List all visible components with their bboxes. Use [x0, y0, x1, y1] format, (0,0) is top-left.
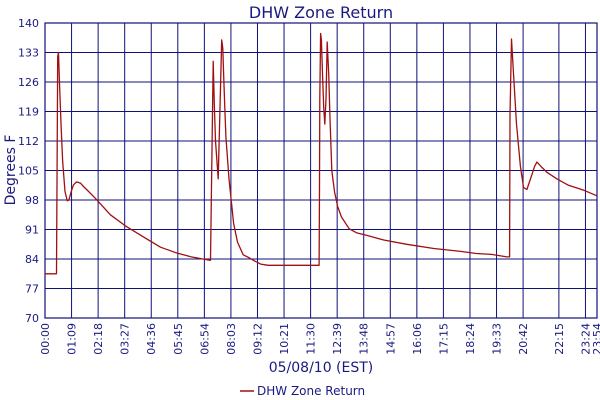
chart-title: DHW Zone Return	[249, 3, 393, 22]
x-tick-label: 18:24	[464, 323, 477, 355]
y-tick-label: 84	[25, 253, 39, 266]
x-axis-label: 05/08/10 (EST)	[269, 360, 374, 376]
x-tick-label: 08:03	[225, 323, 238, 355]
grid-lines	[44, 22, 598, 319]
y-tick-label: 98	[25, 194, 39, 207]
x-tick-label: 12:39	[331, 323, 344, 355]
y-tick-label: 133	[18, 47, 39, 60]
x-tick-label: 02:18	[92, 323, 105, 355]
y-tick-label: 126	[18, 76, 39, 89]
x-tick-label: 01:09	[66, 323, 79, 355]
x-tick-label: 10:21	[278, 323, 291, 355]
y-tick-label: 140	[18, 17, 39, 30]
x-tick-label: 04:36	[145, 323, 158, 355]
y-tick-label: 70	[25, 312, 39, 325]
x-tick-label: 06:54	[198, 323, 211, 355]
series-line-dhw-zone-return	[45, 32, 598, 275]
y-tick-label: 91	[25, 224, 39, 237]
x-tick-label: 05:45	[172, 323, 185, 355]
x-tick-label: 20:42	[517, 323, 530, 355]
x-tick-label: 23:54	[591, 323, 600, 355]
x-tick-label: 09:12	[251, 323, 264, 355]
x-tick-label: 11:30	[305, 323, 318, 355]
y-tick-label: 105	[18, 165, 39, 178]
x-tick-label: 14:57	[384, 323, 397, 355]
y-tick-label: 77	[25, 283, 39, 296]
y-tick-label: 119	[18, 106, 39, 119]
legend: DHW Zone Return	[240, 384, 365, 398]
x-tick-label: 17:15	[437, 323, 450, 355]
y-axis-label: Degrees F	[3, 135, 19, 206]
x-tick-label: 22:15	[553, 323, 566, 355]
x-tick-label: 16:06	[411, 323, 424, 355]
legend-label: DHW Zone Return	[257, 384, 365, 398]
y-tick-label: 112	[18, 135, 39, 148]
plot-area-frame	[44, 22, 598, 319]
x-tick-label: 00:00	[39, 323, 52, 355]
x-tick-label: 13:48	[358, 323, 371, 355]
x-tick-label: 03:27	[119, 323, 132, 355]
axis-ticks: 70 77 84 91 98 105 112 119 126 133 140 00:00 01:09 02…	[18, 17, 600, 355]
x-tick-label: 23:24	[579, 323, 592, 355]
x-tick-label: 19:33	[491, 323, 504, 355]
